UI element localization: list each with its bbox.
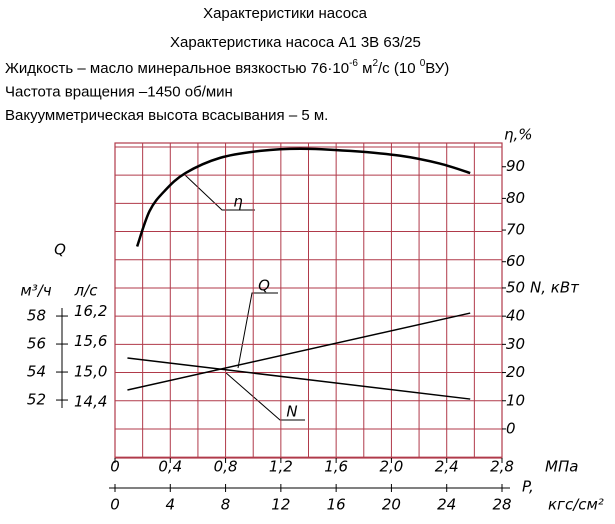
q-tick-label: 54 bbox=[27, 363, 46, 381]
series-line bbox=[127, 312, 471, 391]
series-label: N bbox=[286, 403, 297, 421]
q-leader bbox=[237, 292, 278, 369]
plot-frame bbox=[114, 142, 503, 459]
eta-axis-label: η,% bbox=[504, 126, 533, 144]
chart-title: Характеристики насоса bbox=[203, 5, 368, 22]
note: Частота вращения –1450 об/мин bbox=[5, 83, 233, 100]
eta-leader bbox=[184, 174, 255, 211]
q-unit: м³/ч bbox=[20, 282, 51, 300]
q-axis-label: Q bbox=[54, 241, 66, 259]
x2-tick-label: 24 bbox=[437, 496, 456, 514]
note-part: Частота вращения –1450 об/мин bbox=[5, 83, 233, 100]
note-part: Вакуумметрическая высота всасывания – 5 … bbox=[5, 107, 328, 124]
n-tick-label: 10 bbox=[506, 391, 525, 409]
x2-tick-label: 28 bbox=[492, 496, 511, 514]
x-tick-label: 2,0 bbox=[379, 458, 403, 476]
x2-tick-label: 8 bbox=[221, 496, 231, 514]
q-ls-tick-label: 15,6 bbox=[74, 332, 107, 350]
n-tick-label: 0 bbox=[506, 419, 516, 437]
x-tick-label: 2,4 bbox=[435, 458, 459, 476]
note-part: Жидкость – масло минеральное вязкостью 7… bbox=[5, 60, 349, 77]
x2-axis-label: кгс/см² bbox=[548, 496, 604, 514]
n-tick-label: 50 bbox=[506, 278, 525, 296]
n-tick-label: 30 bbox=[506, 335, 525, 353]
eta-tick-label: 80 bbox=[506, 189, 525, 207]
x2-tick-label: 12 bbox=[271, 496, 290, 514]
x-tick-label: 0,8 bbox=[214, 458, 238, 476]
q-ls-tick-label: 14,4 bbox=[74, 393, 107, 411]
eta-tick-label: 70 bbox=[506, 221, 525, 239]
n-axis-label: N, кВт bbox=[530, 279, 580, 297]
note: Вакуумметрическая высота всасывания – 5 … bbox=[5, 107, 328, 124]
note-part: м bbox=[358, 60, 372, 77]
series-label: η bbox=[233, 193, 243, 211]
x-tick-label: 1,2 bbox=[269, 458, 293, 476]
x2-tick-label: 4 bbox=[166, 496, 176, 514]
q-ls-tick-label: 16,2 bbox=[74, 302, 107, 320]
q-tick-label: 52 bbox=[27, 391, 46, 409]
q-tick-label: 56 bbox=[27, 335, 46, 353]
x2-tick-label: 0 bbox=[110, 496, 120, 514]
note-part: ВУ) bbox=[425, 60, 449, 77]
series-label: Q bbox=[258, 277, 270, 295]
x2-tick-label: 16 bbox=[327, 496, 346, 514]
note-part: 0 bbox=[420, 58, 426, 69]
x-tick-label: 1,6 bbox=[324, 458, 348, 476]
eta-tick-label: 90 bbox=[506, 157, 525, 175]
x2-tick-label: 20 bbox=[382, 496, 401, 514]
q-ls-tick-label: 15,0 bbox=[74, 362, 107, 380]
chart-subtitle: Характеристика насоса А1 3В 63/25 bbox=[170, 34, 421, 51]
note-part: 2 bbox=[372, 58, 378, 69]
x-axis-label: МПа bbox=[545, 458, 578, 476]
note-part: /с (10 bbox=[378, 60, 420, 77]
x2-axis-prefix: P, bbox=[522, 478, 534, 496]
x-tick-label: 0,4 bbox=[158, 458, 182, 476]
notes: Жидкость – масло минеральное вязкостью 7… bbox=[5, 58, 449, 124]
leaders bbox=[184, 174, 305, 421]
q-ls-unit: л/с bbox=[74, 282, 99, 300]
x-tick-label: 2,8 bbox=[490, 458, 514, 476]
q-tick-label: 58 bbox=[27, 307, 46, 325]
note-part: -6 bbox=[349, 58, 358, 69]
n-tick-label: 20 bbox=[506, 363, 525, 381]
note: Жидкость – масло минеральное вязкостью 7… bbox=[5, 58, 449, 77]
series-line bbox=[127, 357, 471, 400]
x-tick-label: 0 bbox=[110, 458, 120, 476]
n-tick-label: 40 bbox=[506, 307, 525, 325]
n-leader bbox=[224, 371, 305, 421]
series-line bbox=[135, 147, 471, 247]
eta-tick-label: 60 bbox=[506, 252, 525, 270]
